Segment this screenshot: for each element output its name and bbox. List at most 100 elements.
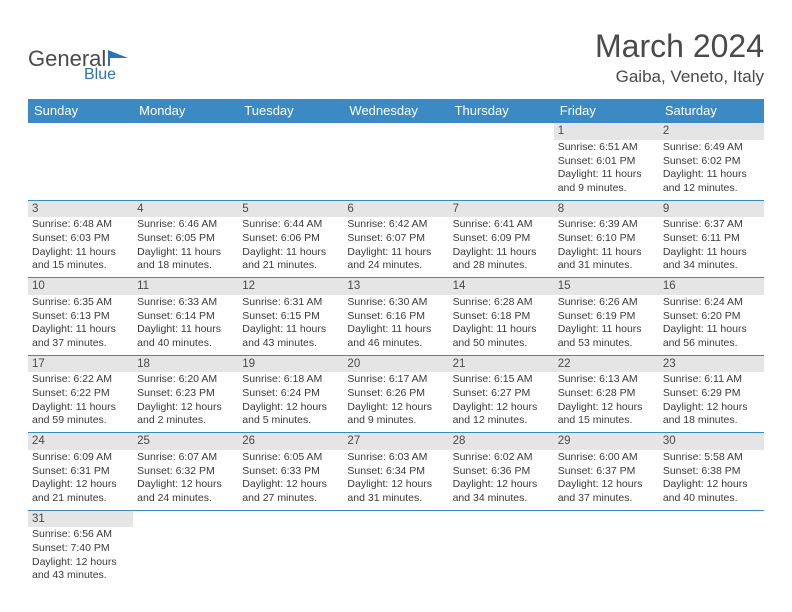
empty-cell (449, 123, 554, 201)
sunset-text: Sunset: 6:07 PM (347, 232, 444, 246)
day-number: 13 (343, 278, 448, 295)
sunset-text: Sunset: 6:10 PM (558, 232, 655, 246)
day-number: 17 (28, 356, 133, 373)
sunrise-text: Sunrise: 6:00 AM (558, 451, 655, 465)
daylight-text: Daylight: 11 hours and 53 minutes. (558, 323, 655, 350)
sunrise-text: Sunrise: 6:22 AM (32, 373, 129, 387)
daylight-text: Daylight: 11 hours and 21 minutes. (242, 246, 339, 273)
daylight-text: Daylight: 11 hours and 34 minutes. (663, 246, 760, 273)
weekday-header: Monday (133, 99, 238, 123)
day-number: 28 (449, 433, 554, 450)
day-cell: 20Sunrise: 6:17 AMSunset: 6:26 PMDayligh… (343, 355, 448, 433)
weekday-header: Thursday (449, 99, 554, 123)
calendar-row: 3Sunrise: 6:48 AMSunset: 6:03 PMDaylight… (28, 200, 764, 278)
day-number: 29 (554, 433, 659, 450)
empty-cell (343, 123, 448, 201)
day-cell: 23Sunrise: 6:11 AMSunset: 6:29 PMDayligh… (659, 355, 764, 433)
sunset-text: Sunset: 6:28 PM (558, 387, 655, 401)
day-number: 27 (343, 433, 448, 450)
sunrise-text: Sunrise: 6:15 AM (453, 373, 550, 387)
calendar-row: 31Sunrise: 6:56 AMSunset: 7:40 PMDayligh… (28, 510, 764, 587)
day-cell: 11Sunrise: 6:33 AMSunset: 6:14 PMDayligh… (133, 278, 238, 356)
sunset-text: Sunset: 6:14 PM (137, 310, 234, 324)
day-number: 30 (659, 433, 764, 450)
sunset-text: Sunset: 6:03 PM (32, 232, 129, 246)
sunset-text: Sunset: 6:02 PM (663, 155, 760, 169)
sunset-text: Sunset: 6:33 PM (242, 465, 339, 479)
daylight-text: Daylight: 12 hours and 37 minutes. (558, 478, 655, 505)
sunset-text: Sunset: 6:22 PM (32, 387, 129, 401)
day-cell: 16Sunrise: 6:24 AMSunset: 6:20 PMDayligh… (659, 278, 764, 356)
sunrise-text: Sunrise: 6:37 AM (663, 218, 760, 232)
sunrise-text: Sunrise: 6:24 AM (663, 296, 760, 310)
day-cell: 31Sunrise: 6:56 AMSunset: 7:40 PMDayligh… (28, 510, 133, 587)
sunset-text: Sunset: 6:24 PM (242, 387, 339, 401)
sunset-text: Sunset: 7:40 PM (32, 542, 129, 556)
day-cell: 28Sunrise: 6:02 AMSunset: 6:36 PMDayligh… (449, 433, 554, 511)
sunset-text: Sunset: 6:06 PM (242, 232, 339, 246)
day-cell: 2Sunrise: 6:49 AMSunset: 6:02 PMDaylight… (659, 123, 764, 201)
empty-cell (238, 123, 343, 201)
day-cell: 5Sunrise: 6:44 AMSunset: 6:06 PMDaylight… (238, 200, 343, 278)
daylight-text: Daylight: 11 hours and 59 minutes. (32, 401, 129, 428)
day-cell: 12Sunrise: 6:31 AMSunset: 6:15 PMDayligh… (238, 278, 343, 356)
sunrise-text: Sunrise: 6:13 AM (558, 373, 655, 387)
sunrise-text: Sunrise: 6:11 AM (663, 373, 760, 387)
sunset-text: Sunset: 6:31 PM (32, 465, 129, 479)
day-number: 8 (554, 201, 659, 218)
day-number: 21 (449, 356, 554, 373)
sunrise-text: Sunrise: 6:33 AM (137, 296, 234, 310)
day-cell: 4Sunrise: 6:46 AMSunset: 6:05 PMDaylight… (133, 200, 238, 278)
sunset-text: Sunset: 6:37 PM (558, 465, 655, 479)
sunset-text: Sunset: 6:32 PM (137, 465, 234, 479)
daylight-text: Daylight: 11 hours and 18 minutes. (137, 246, 234, 273)
sunset-text: Sunset: 6:23 PM (137, 387, 234, 401)
daylight-text: Daylight: 11 hours and 12 minutes. (663, 168, 760, 195)
day-number: 12 (238, 278, 343, 295)
daylight-text: Daylight: 12 hours and 34 minutes. (453, 478, 550, 505)
daylight-text: Daylight: 12 hours and 9 minutes. (347, 401, 444, 428)
sunrise-text: Sunrise: 6:07 AM (137, 451, 234, 465)
daylight-text: Daylight: 11 hours and 40 minutes. (137, 323, 234, 350)
weekday-header: Friday (554, 99, 659, 123)
sunrise-text: Sunrise: 6:18 AM (242, 373, 339, 387)
daylight-text: Daylight: 11 hours and 24 minutes. (347, 246, 444, 273)
day-number: 15 (554, 278, 659, 295)
day-number: 3 (28, 201, 133, 218)
empty-cell (28, 123, 133, 201)
sunrise-text: Sunrise: 6:26 AM (558, 296, 655, 310)
day-number: 9 (659, 201, 764, 218)
daylight-text: Daylight: 12 hours and 18 minutes. (663, 401, 760, 428)
day-cell: 13Sunrise: 6:30 AMSunset: 6:16 PMDayligh… (343, 278, 448, 356)
day-cell: 25Sunrise: 6:07 AMSunset: 6:32 PMDayligh… (133, 433, 238, 511)
day-cell: 24Sunrise: 6:09 AMSunset: 6:31 PMDayligh… (28, 433, 133, 511)
day-cell: 10Sunrise: 6:35 AMSunset: 6:13 PMDayligh… (28, 278, 133, 356)
daylight-text: Daylight: 11 hours and 9 minutes. (558, 168, 655, 195)
day-cell: 17Sunrise: 6:22 AMSunset: 6:22 PMDayligh… (28, 355, 133, 433)
daylight-text: Daylight: 12 hours and 40 minutes. (663, 478, 760, 505)
empty-cell (449, 510, 554, 587)
empty-cell (554, 510, 659, 587)
day-cell: 3Sunrise: 6:48 AMSunset: 6:03 PMDaylight… (28, 200, 133, 278)
day-cell: 1Sunrise: 6:51 AMSunset: 6:01 PMDaylight… (554, 123, 659, 201)
sunrise-text: Sunrise: 6:41 AM (453, 218, 550, 232)
sunrise-text: Sunrise: 6:48 AM (32, 218, 129, 232)
empty-cell (133, 123, 238, 201)
sunset-text: Sunset: 6:05 PM (137, 232, 234, 246)
sunrise-text: Sunrise: 6:39 AM (558, 218, 655, 232)
day-cell: 9Sunrise: 6:37 AMSunset: 6:11 PMDaylight… (659, 200, 764, 278)
sunset-text: Sunset: 6:20 PM (663, 310, 760, 324)
location-text: Gaiba, Veneto, Italy (595, 67, 764, 87)
sunrise-text: Sunrise: 6:56 AM (32, 528, 129, 542)
daylight-text: Daylight: 12 hours and 31 minutes. (347, 478, 444, 505)
daylight-text: Daylight: 11 hours and 50 minutes. (453, 323, 550, 350)
sunset-text: Sunset: 6:27 PM (453, 387, 550, 401)
day-cell: 6Sunrise: 6:42 AMSunset: 6:07 PMDaylight… (343, 200, 448, 278)
weekday-header: Tuesday (238, 99, 343, 123)
sunrise-text: Sunrise: 6:05 AM (242, 451, 339, 465)
day-cell: 21Sunrise: 6:15 AMSunset: 6:27 PMDayligh… (449, 355, 554, 433)
day-cell: 26Sunrise: 6:05 AMSunset: 6:33 PMDayligh… (238, 433, 343, 511)
daylight-text: Daylight: 11 hours and 15 minutes. (32, 246, 129, 273)
empty-cell (133, 510, 238, 587)
sunrise-text: Sunrise: 6:44 AM (242, 218, 339, 232)
